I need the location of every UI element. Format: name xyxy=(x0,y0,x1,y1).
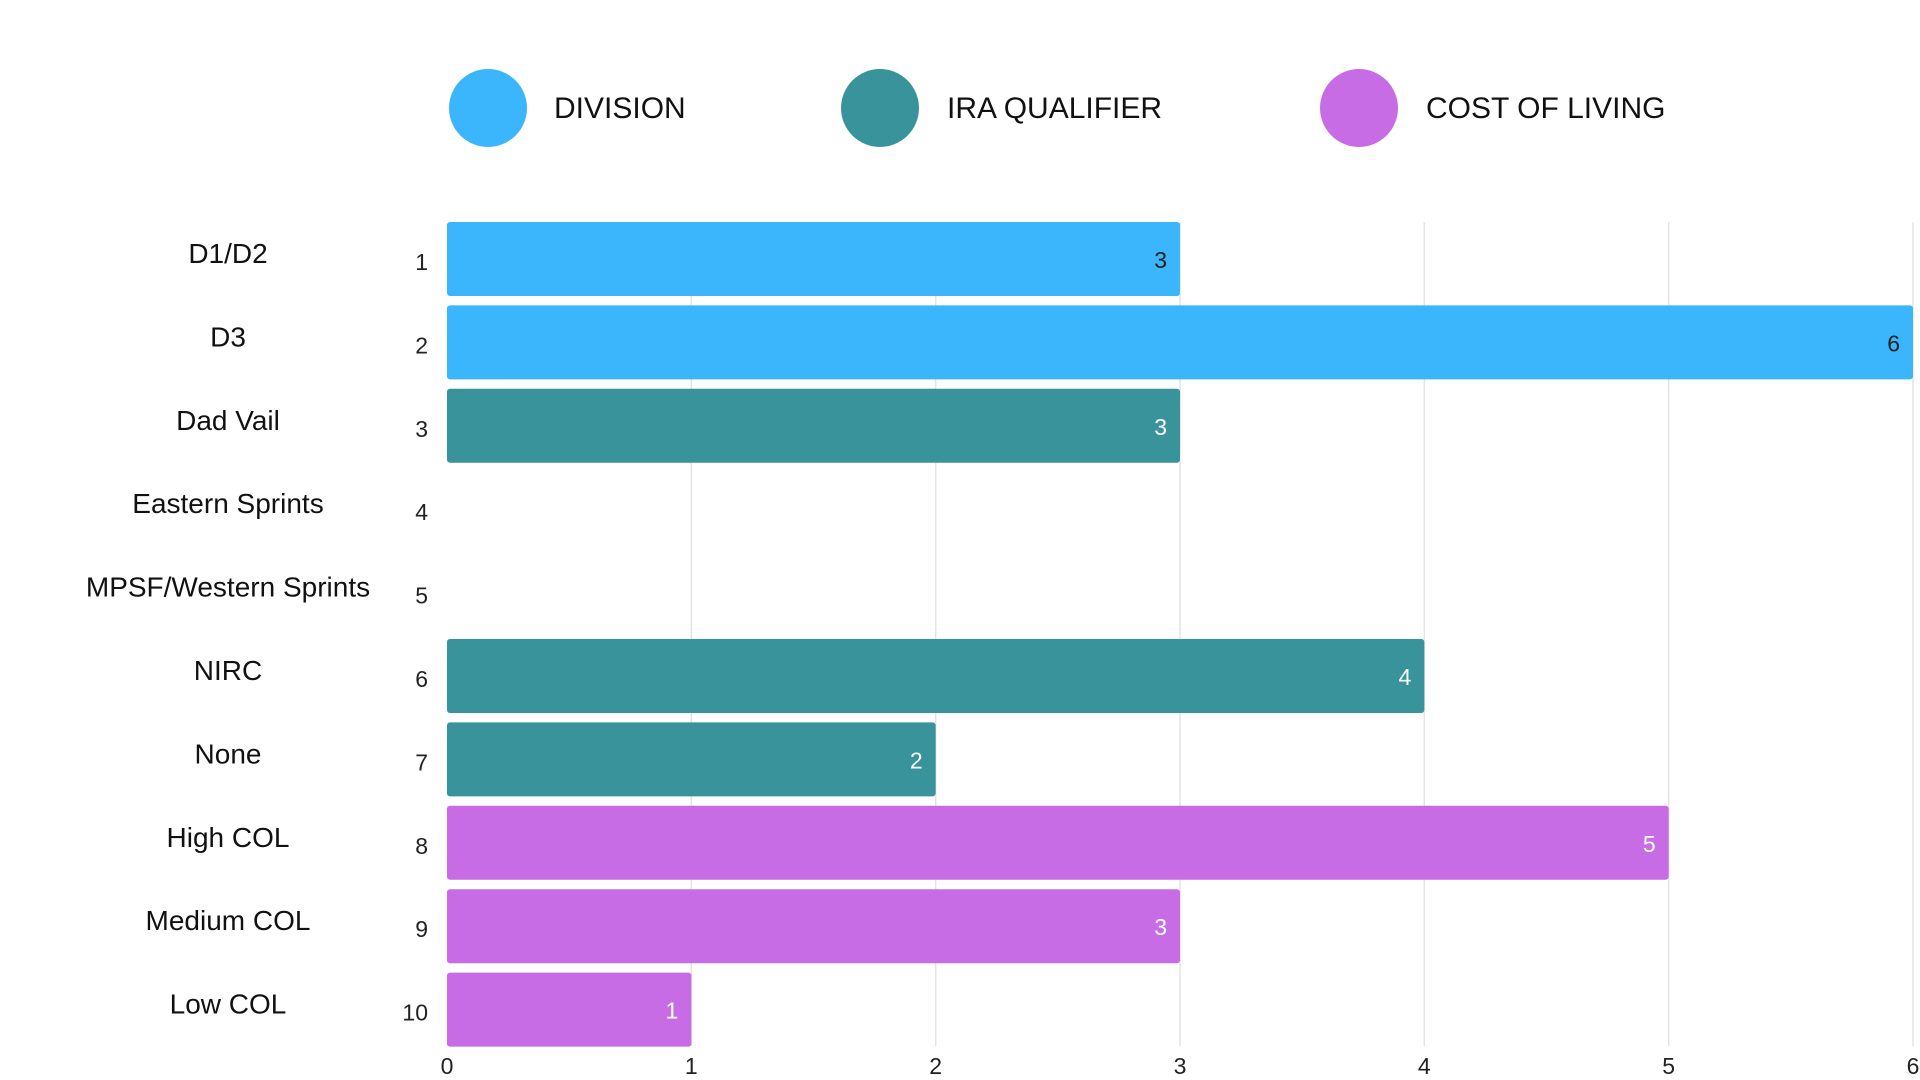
value-label-d3: 6 xyxy=(1887,330,1900,356)
bar-d1-d2 xyxy=(447,222,1180,296)
x-tick-1: 1 xyxy=(685,1053,698,1079)
value-label-nirc: 4 xyxy=(1399,664,1412,690)
value-label-low-col: 1 xyxy=(666,998,679,1024)
row-number-4: 4 xyxy=(415,499,428,525)
category-label-low-col: Low COL xyxy=(170,989,287,1020)
row-number-10: 10 xyxy=(402,1000,428,1026)
bar-dad-vail xyxy=(447,388,1180,463)
value-label-dad-vail: 3 xyxy=(1154,414,1167,440)
row-number-8: 8 xyxy=(415,833,428,859)
row-number-5: 5 xyxy=(415,583,428,609)
x-tick-3: 3 xyxy=(1174,1053,1187,1079)
legend-label-cost-of-living: COST OF LIVING xyxy=(1426,92,1666,125)
bar-nirc xyxy=(447,639,1425,713)
row-number-3: 3 xyxy=(415,416,428,442)
legend-label-ira-qualifier: IRA QUALIFIER xyxy=(947,92,1162,125)
row-number-6: 6 xyxy=(415,666,428,692)
x-tick-4: 4 xyxy=(1418,1053,1431,1079)
row-number-9: 9 xyxy=(415,916,428,942)
category-label-eastern-sprints: Eastern Sprints xyxy=(132,488,323,519)
value-label-d1-d2: 3 xyxy=(1154,247,1167,273)
bar-none xyxy=(447,722,936,797)
x-tick-0: 0 xyxy=(441,1053,454,1079)
x-tick-2: 2 xyxy=(929,1053,942,1079)
bar-low-col xyxy=(447,972,692,1047)
legend-label-division: DIVISION xyxy=(554,92,686,125)
category-label-none: None xyxy=(195,738,262,769)
bar-medium-col xyxy=(447,889,1180,964)
row-number-1: 1 xyxy=(415,249,428,275)
category-label-dad-vail: Dad Vail xyxy=(176,405,280,436)
row-number-7: 7 xyxy=(415,749,428,775)
category-label-mpsf-western-sprints: MPSF/Western Sprints xyxy=(86,572,370,603)
row-number-2: 2 xyxy=(415,332,428,358)
bar-high-col xyxy=(447,805,1669,880)
x-tick-5: 5 xyxy=(1662,1053,1675,1079)
category-label-d3: D3 xyxy=(210,321,246,352)
category-label-high-col: High COL xyxy=(167,822,290,853)
legend-swatch-division xyxy=(449,69,527,147)
x-axis-ticks: 0 1 2 3 4 5 6 xyxy=(441,1053,1920,1079)
value-label-high-col: 5 xyxy=(1643,831,1656,857)
legend: DIVISION IRA QUALIFIER COST OF LIVING xyxy=(449,69,1666,147)
bar-d3 xyxy=(447,305,1913,380)
legend-swatch-ira-qualifier xyxy=(841,69,919,147)
x-tick-6: 6 xyxy=(1907,1053,1920,1079)
value-label-medium-col: 3 xyxy=(1154,914,1167,940)
legend-swatch-cost-of-living xyxy=(1320,69,1398,147)
category-label-medium-col: Medium COL xyxy=(146,905,311,936)
value-label-none: 2 xyxy=(910,747,923,773)
category-label-d1-d2: D1/D2 xyxy=(188,238,267,269)
category-labels: D1/D2 1 D3 2 Dad Vail 3 Eastern Sprints 4 MPSF/W… xyxy=(86,238,428,1026)
bars: 3 6 3 4 2 5 3 1 xyxy=(447,222,1913,1047)
category-label-nirc: NIRC xyxy=(194,655,262,686)
